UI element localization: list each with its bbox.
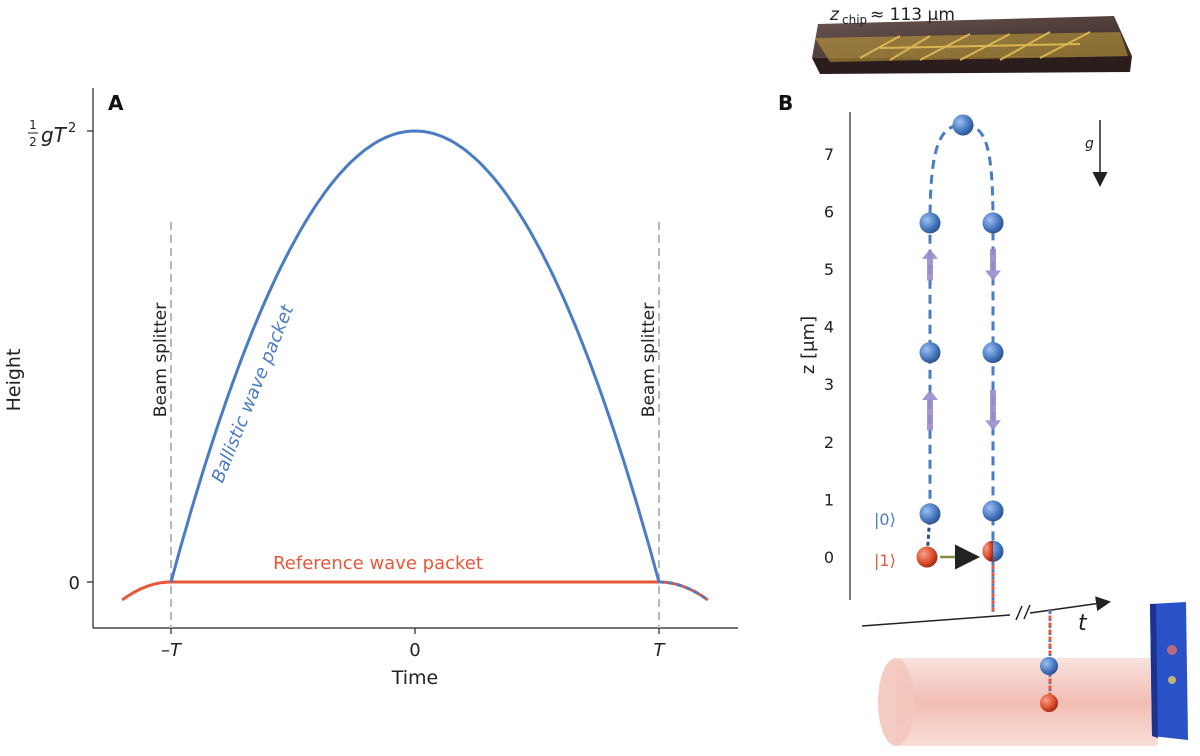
b-ytick-label: 4 bbox=[824, 318, 834, 337]
b-atom-up bbox=[919, 503, 941, 525]
b-momentum-arrow bbox=[985, 389, 1001, 431]
svg-text:1: 1 bbox=[29, 118, 37, 132]
b-yticks: 0 1 2 3 4 5 6 7 bbox=[824, 145, 834, 567]
t-axis-left bbox=[861, 614, 1011, 627]
b-atom-up bbox=[919, 342, 941, 364]
a-ytick-top: 1 2 gT 2 bbox=[28, 118, 76, 149]
b-atoms bbox=[916, 114, 1004, 568]
b-atom-down bbox=[982, 500, 1004, 522]
state-1-label: |1⟩ bbox=[874, 551, 896, 570]
b-ylabel: z [μm] bbox=[798, 316, 819, 374]
b-ytick-label: 2 bbox=[824, 433, 834, 452]
detection-tube bbox=[878, 602, 1188, 746]
b-momentum-arrow bbox=[922, 248, 938, 281]
b-trajectories bbox=[925, 123, 995, 612]
b-momentum-arrows bbox=[922, 248, 1001, 431]
atom-chip: z chip ≈ 113 μm bbox=[812, 5, 1132, 74]
b-atom-apex bbox=[952, 114, 974, 136]
a-xtick-label: 0 bbox=[409, 640, 420, 661]
b-ytick-label: 6 bbox=[824, 202, 834, 221]
t-axis-break bbox=[1015, 604, 1031, 621]
b-ytick-label: 1 bbox=[824, 490, 834, 509]
chip-label-sub: chip bbox=[842, 13, 867, 27]
gravity-label: g bbox=[1085, 136, 1094, 152]
state-0-label: |0⟩ bbox=[874, 510, 896, 529]
reference-tail-dash bbox=[659, 580, 709, 602]
a-xtick-label: T bbox=[654, 640, 667, 661]
panel-a-label: A bbox=[108, 91, 124, 115]
a-xlabel: Time bbox=[391, 667, 439, 689]
t-label: t bbox=[1078, 611, 1088, 636]
b-atom-recombined-red bbox=[982, 540, 993, 562]
svg-text:gT: gT bbox=[41, 123, 68, 147]
reference-label: Reference wave packet bbox=[273, 553, 483, 574]
b-upper-trajectory bbox=[928, 123, 995, 552]
panel-a: A 0 1 2 gT 2 –T 0 T Time Height Beam split… bbox=[3, 88, 738, 689]
b-atom-up bbox=[919, 212, 941, 234]
b-ytick-label: 5 bbox=[824, 260, 834, 279]
panel-b: B z chip ≈ 113 μm 0 1 2 3 4 5 6 7 z [μm] bbox=[778, 5, 1188, 746]
b-momentum-arrow bbox=[985, 248, 1001, 281]
b-atom-down bbox=[982, 212, 1004, 234]
chip-label-z: z bbox=[829, 5, 840, 25]
svg-text:2: 2 bbox=[29, 135, 37, 149]
chip-label-value: ≈ 113 μm bbox=[870, 5, 955, 25]
b-ytick-label: 3 bbox=[824, 375, 834, 394]
b-ytick-label: 0 bbox=[824, 548, 834, 567]
svg-text:2: 2 bbox=[68, 121, 76, 136]
t-axis-right bbox=[1029, 596, 1111, 614]
beam-splitter-right-label: Beam splitter bbox=[639, 303, 659, 417]
b-ytick-label: 7 bbox=[824, 145, 834, 164]
reference-wave-packet-line bbox=[121, 580, 709, 602]
b-atom-state1 bbox=[916, 546, 938, 568]
a-xtick-label: –T bbox=[161, 640, 183, 661]
b-atom-down bbox=[982, 342, 1004, 364]
a-ytick-zero: 0 bbox=[69, 573, 80, 594]
b-momentum-arrow bbox=[922, 389, 938, 431]
ballistic-wave-packet-line bbox=[169, 129, 661, 583]
a-ylabel: Height bbox=[3, 349, 25, 412]
beam-splitter-left-label: Beam splitter bbox=[151, 303, 171, 417]
panel-b-label: B bbox=[778, 91, 793, 115]
a-xticks: –T 0 T bbox=[161, 628, 667, 661]
